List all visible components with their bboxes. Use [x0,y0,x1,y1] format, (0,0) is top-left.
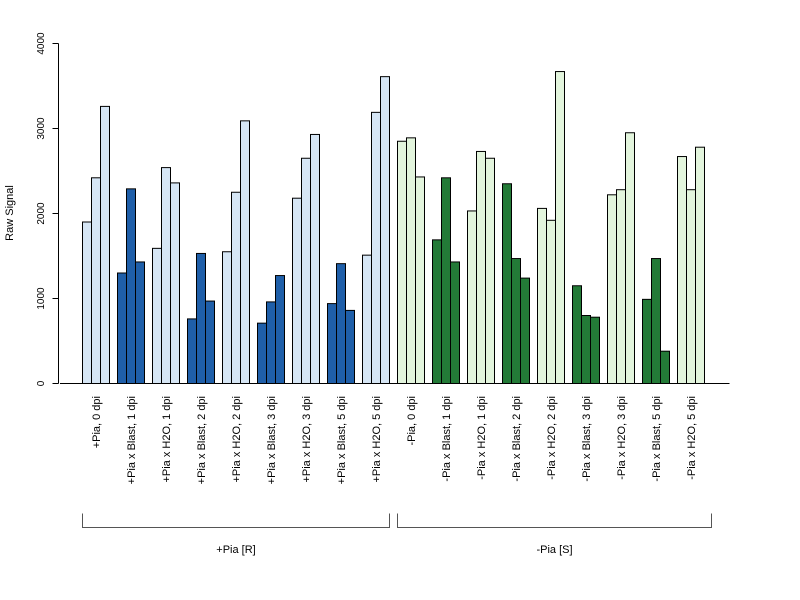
bar [651,258,661,384]
bar [581,315,591,384]
bar [537,207,547,384]
bar [152,247,162,384]
bar [520,277,530,385]
bar [345,309,355,384]
bar [450,261,460,385]
bar [266,301,276,384]
bar [572,285,582,384]
bar [187,318,197,384]
bar [161,167,171,384]
bar [135,261,145,385]
y-tick-label: 3000 [36,117,47,140]
category-label: +Pia x H2O, 2 dpi [231,396,243,483]
group-label: -Pia [S] [536,544,572,556]
category-label: -Pia x H2O, 3 dpi [616,396,628,480]
bar [467,210,477,384]
bar [415,176,425,384]
bar [590,316,600,385]
bar [126,188,136,384]
bar [170,182,180,384]
bar [231,191,241,384]
bar [240,120,250,384]
bar [546,219,556,384]
bar [196,252,206,384]
bar [432,239,442,384]
bar [100,105,110,385]
category-label: -Pia, 0 dpi [406,396,418,446]
y-tick-label: 4000 [36,32,47,55]
bar [695,146,705,384]
bar [222,251,232,384]
bar [406,137,416,384]
bar [336,263,346,384]
category-label: +Pia, 0 dpi [91,396,103,448]
bar [441,177,451,384]
bar [82,221,92,384]
y-tick-label: 0 [36,380,47,386]
bar [502,183,512,384]
bar [642,298,652,385]
y-tick-label: 2000 [36,202,47,225]
bar [686,189,696,384]
category-label: +Pia x Blast, 1 dpi [126,396,138,484]
category-label: -Pia x Blast, 1 dpi [441,396,453,482]
bar [292,197,302,384]
category-label: -Pia x Blast, 2 dpi [511,396,523,482]
bar [677,156,687,384]
category-label: -Pia x Blast, 5 dpi [651,396,663,482]
group-label: +Pia [R] [216,544,255,556]
category-label: +Pia x Blast, 5 dpi [336,396,348,484]
category-label: +Pia x H2O, 3 dpi [301,396,313,483]
bar [616,189,626,384]
y-axis-title: Raw Signal [4,185,16,241]
bar [555,71,565,385]
y-tick-label: 1000 [36,287,47,310]
bar [275,275,285,384]
bar [607,194,617,384]
bar [91,177,101,384]
bar [625,132,635,384]
bar [511,258,521,384]
category-label: -Pia x Blast, 3 dpi [581,396,593,482]
bar [362,254,372,384]
bar [117,272,127,384]
group-bracket [82,513,390,528]
category-label: -Pia x H2O, 2 dpi [546,396,558,480]
bar [301,157,311,384]
category-label: -Pia x H2O, 1 dpi [476,396,488,480]
category-label: +Pia x Blast, 3 dpi [266,396,278,484]
bar [205,300,215,384]
bar [397,140,407,384]
bar [485,157,495,384]
bar [476,150,486,384]
group-bracket [397,513,712,528]
category-label: -Pia x H2O, 5 dpi [686,396,698,480]
bar [660,350,670,385]
bar [371,111,381,384]
category-label: +Pia x H2O, 5 dpi [371,396,383,483]
bar [327,303,337,385]
bar [310,133,320,384]
category-label: +Pia x H2O, 1 dpi [161,396,173,483]
bar [257,322,267,384]
category-label: +Pia x Blast, 2 dpi [196,396,208,484]
bar [380,76,390,385]
